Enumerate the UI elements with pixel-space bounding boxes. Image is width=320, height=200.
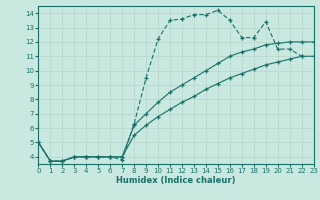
X-axis label: Humidex (Indice chaleur): Humidex (Indice chaleur) xyxy=(116,176,236,185)
